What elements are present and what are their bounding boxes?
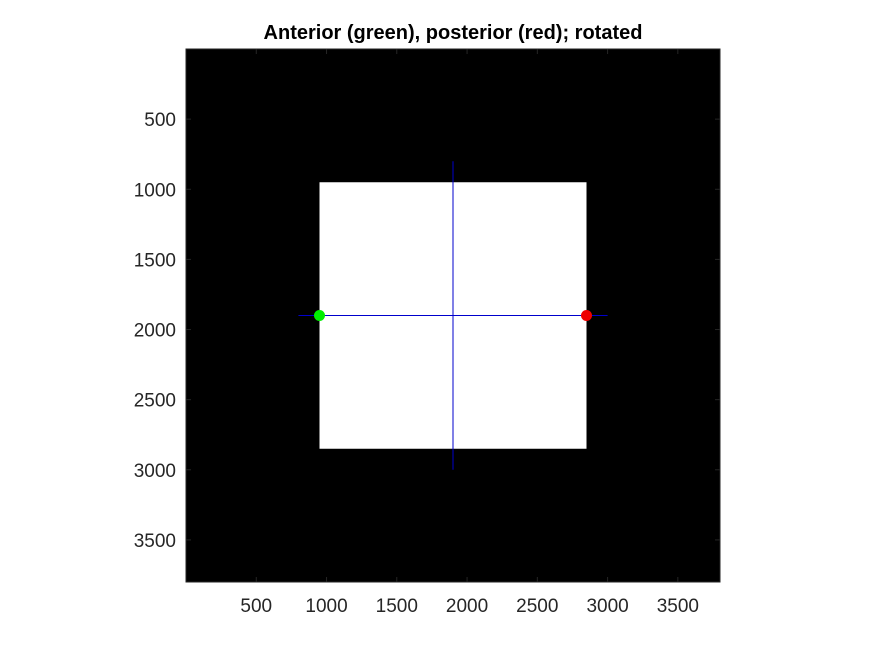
x-tick-label: 1500 <box>376 596 418 617</box>
y-tick-label: 1000 <box>134 180 176 201</box>
x-tick-label: 2000 <box>446 596 488 617</box>
x-tick-label: 1000 <box>305 596 347 617</box>
data-point-series-1-0 <box>581 310 592 321</box>
chart-title: Anterior (green), posterior (red); rotat… <box>264 22 643 44</box>
y-tick-label: 500 <box>144 110 176 131</box>
data-point-series-0-0 <box>314 310 325 321</box>
x-tick-label: 2500 <box>516 596 558 617</box>
x-tick-label: 3500 <box>657 596 699 617</box>
y-tick-label: 3500 <box>134 531 176 552</box>
x-tick-label: 3000 <box>586 596 628 617</box>
y-tick-label: 3000 <box>134 461 176 482</box>
y-tick-label: 2000 <box>134 321 176 342</box>
y-tick-label: 1500 <box>134 250 176 271</box>
y-tick-label: 2500 <box>134 391 176 412</box>
x-tick-label: 500 <box>240 596 272 617</box>
